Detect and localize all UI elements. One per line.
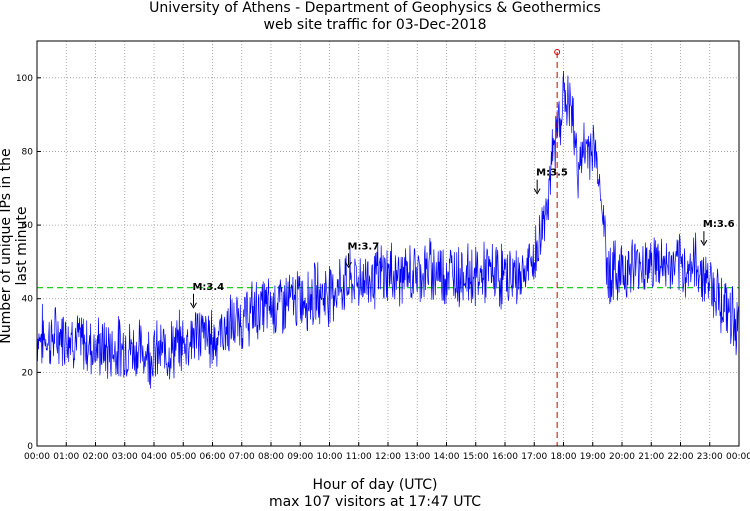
grid — [37, 41, 739, 446]
x-tick-label-2: 02:00 — [83, 452, 109, 462]
earthquake-annotation: M:3.6 — [700, 219, 735, 247]
x-tick-label-1: 01:00 — [53, 452, 79, 462]
x-tick-label-4: 04:00 — [141, 452, 167, 462]
peak-summary: max 107 visitors at 17:47 UTC — [268, 494, 482, 510]
y-tick-label-0: 0 — [27, 442, 33, 452]
earthquake-annotation: M:3.7 — [345, 241, 380, 269]
x-tick-label-6: 06:00 — [200, 452, 226, 462]
x-tick-label-10: 10:00 — [317, 452, 343, 462]
annotations: M:3.4 M:3.7 M:3.5 M:3.6 — [190, 168, 735, 309]
x-tick-label-21: 21:00 — [638, 452, 664, 462]
y-tick-label-80: 80 — [22, 147, 34, 157]
x-tick-label-5: 05:00 — [170, 452, 196, 462]
arrow-down-icon — [533, 188, 541, 195]
x-tick-label-24: 00:00 — [726, 452, 750, 462]
y-tick-label-40: 40 — [22, 295, 34, 305]
earthquake-annotation: M:3.4 — [190, 282, 224, 309]
x-tick-label-11: 11:00 — [346, 452, 372, 462]
earthquake-label: M:3.4 — [192, 282, 224, 293]
x-tick-label-16: 16:00 — [492, 452, 518, 462]
earthquake-label: M:3.6 — [703, 219, 735, 230]
plot-frame — [36, 40, 740, 447]
x-tick-label-12: 12:00 — [375, 452, 401, 462]
y-tick-label-100: 100 — [16, 74, 33, 84]
x-tick-label-13: 13:00 — [404, 452, 430, 462]
x-tick-label-20: 20:00 — [609, 452, 635, 462]
x-tick-label-0: 00:00 — [24, 452, 50, 462]
series-group — [36, 70, 740, 389]
series-visitors-line — [36, 70, 740, 389]
x-tick-label-22: 22:00 — [668, 452, 694, 462]
y-tick-label-60: 60 — [22, 221, 34, 231]
arrow-down-icon — [345, 262, 352, 269]
chart-title: University of Athens - Department of Geo… — [149, 0, 601, 16]
x-tick-label-18: 18:00 — [551, 452, 577, 462]
x-tick-label-9: 09:00 — [287, 452, 313, 462]
x-tick-label-15: 15:00 — [463, 452, 489, 462]
peak-marker — [554, 49, 561, 56]
earthquake-annotation: M:3.5 — [533, 168, 568, 195]
arrow-down-icon — [190, 302, 197, 309]
x-tick-label-3: 03:00 — [112, 452, 138, 462]
x-tick-label-14: 14:00 — [434, 452, 460, 462]
x-axis-label: Hour of day (UTC) — [312, 477, 438, 493]
x-tick-label-17: 17:00 — [521, 452, 547, 462]
earthquake-label: M:3.5 — [536, 168, 568, 179]
x-tick-label-7: 07:00 — [229, 452, 255, 462]
earthquake-label: M:3.7 — [348, 241, 380, 252]
arrow-down-icon — [700, 239, 708, 247]
peak-marker-group — [554, 49, 561, 446]
x-tick-label-19: 19:00 — [580, 452, 606, 462]
y-tick-label-20: 20 — [22, 368, 34, 378]
chart-subtitle: web site traffic for 03-Dec-2018 — [263, 17, 487, 33]
x-axis: 00:00 01:00 02:00 03:00 04:00 05:00 06:00 07:00… — [24, 442, 750, 462]
x-tick-label-8: 08:00 — [258, 452, 284, 462]
x-tick-label-23: 23:00 — [697, 452, 723, 462]
